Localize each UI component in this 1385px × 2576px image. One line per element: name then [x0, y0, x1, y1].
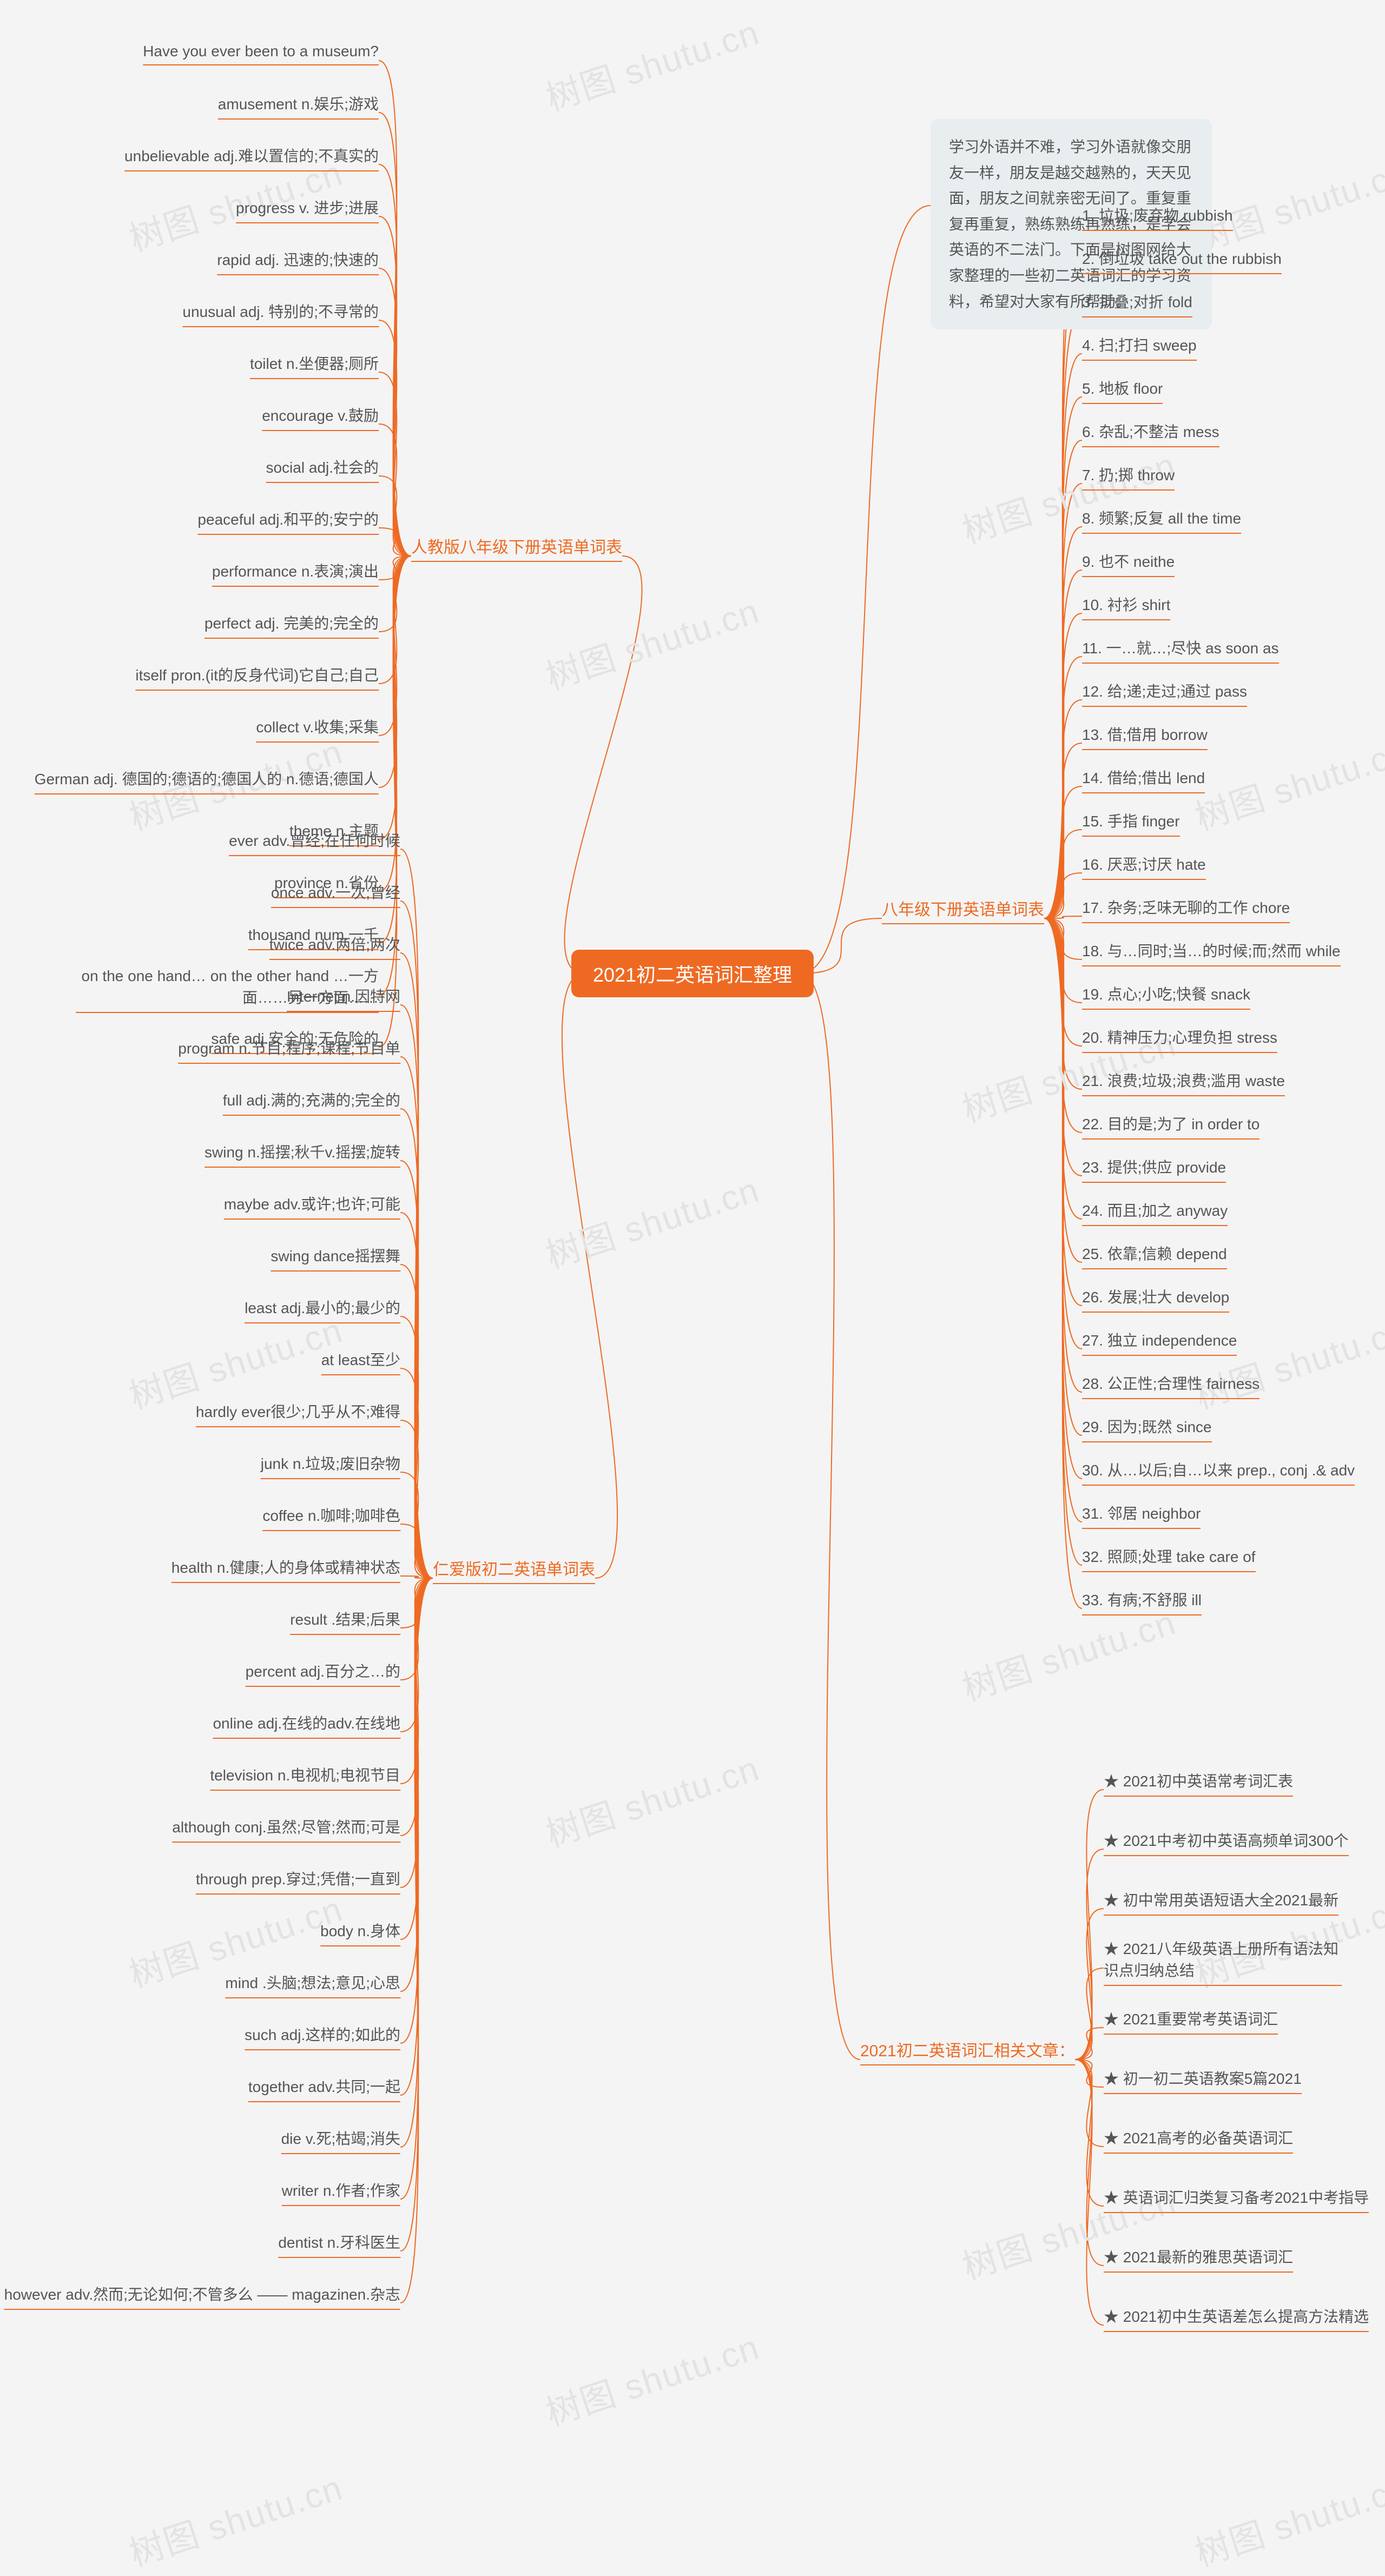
leaf-grade8-9: 10. 衬衫 shirt [1082, 591, 1170, 620]
leaf-grade8-7: 8. 频繁;反复 all the time [1082, 505, 1241, 534]
leaf-renai-10: at least至少 [321, 1346, 400, 1375]
leaf-related-9: ★ 2021初中生英语差怎么提高方法精选 [1104, 2303, 1369, 2332]
branch-renai: 仁爱版初二英语单词表 [433, 1553, 595, 1584]
leaf-grade8-3: 4. 扫;打扫 sweep [1082, 332, 1197, 361]
leaf-related-0: ★ 2021初中英语常考词汇表 [1104, 1767, 1293, 1797]
leaf-grade8-17: 18. 与…同时;当…的时候;而;然而 while [1082, 937, 1341, 966]
leaf-pep-14: German adj. 德国的;德语的;德国人的 n.德语;德国人 [35, 765, 379, 794]
leaf-related-5: ★ 初一初二英语教案5篇2021 [1104, 2065, 1302, 2094]
leaf-renai-8: swing dance摇摆舞 [271, 1242, 400, 1272]
mindmap-root: 2021初二英语词汇整理 [571, 950, 814, 997]
leaf-renai-14: health n.健康;人的身体或精神状态 [172, 1554, 400, 1583]
leaf-renai-21: body n.身体 [320, 1917, 400, 1946]
leaf-renai-26: writer n.作者;作家 [282, 2177, 400, 2206]
leaf-related-6: ★ 2021高考的必备英语词汇 [1104, 2124, 1293, 2154]
branch-pep: 人教版八年级下册英语单词表 [411, 531, 622, 562]
leaf-grade8-1: 2. 倒垃圾 take out the rubbish [1082, 245, 1282, 274]
leaf-renai-23: such adj.这样的;如此的 [245, 2021, 400, 2050]
leaf-renai-6: swing n.摇摆;秋千v.摇摆;旋转 [205, 1138, 400, 1168]
leaf-renai-15: result .结果;后果 [290, 1606, 400, 1635]
leaf-grade8-23: 24. 而且;加之 anyway [1082, 1197, 1228, 1226]
leaf-renai-25: die v.死;枯竭;消失 [281, 2125, 400, 2154]
leaf-related-3: ★ 2021八年级英语上册所有语法知识点归纳总结 [1104, 1935, 1342, 1986]
branch-related: 2021初二英语词汇相关文章： [860, 2034, 1075, 2065]
leaf-renai-4: program n.节目;程序;课程;节目单 [178, 1035, 400, 1064]
leaf-renai-0: ever adv.曾经;在任何时候 [229, 827, 400, 856]
leaf-pep-9: peaceful adj.和平的;安宁的 [197, 506, 379, 535]
leaf-renai-16: percent adj.百分之…的 [246, 1658, 400, 1687]
leaf-grade8-30: 31. 邻居 neighbor [1082, 1500, 1201, 1529]
leaf-pep-3: progress v. 进步;进展 [236, 194, 379, 223]
leaf-grade8-21: 22. 目的是;为了 in order to [1082, 1110, 1259, 1140]
leaf-pep-5: unusual adj. 特别的;不寻常的 [182, 298, 379, 327]
leaf-grade8-13: 14. 借给;借出 lend [1082, 764, 1205, 793]
leaf-renai-11: hardly ever很少;几乎从不;难得 [196, 1398, 400, 1427]
leaf-grade8-15: 16. 厌恶;讨厌 hate [1082, 851, 1206, 880]
leaf-grade8-26: 27. 独立 independence [1082, 1327, 1237, 1356]
leaf-renai-2: twice adv.两倍;两次 [269, 931, 400, 960]
leaf-grade8-16: 17. 杂务;乏味无聊的工作 chore [1082, 894, 1290, 923]
leaf-related-8: ★ 2021最新的雅思英语词汇 [1104, 2243, 1293, 2273]
leaf-renai-27: dentist n.牙科医生 [278, 2229, 400, 2258]
leaf-grade8-0: 1. 垃圾;废弃物 rubbish [1082, 202, 1233, 231]
leaf-pep-6: toilet n.坐便器;厕所 [250, 350, 379, 379]
leaf-pep-0: Have you ever been to a museum? [143, 41, 379, 65]
leaf-pep-2: unbelievable adj.难以置信的;不真实的 [124, 142, 379, 171]
leaf-renai-28: however adv.然而;无论如何;不管多么 —— magazinen.杂志 [4, 2281, 400, 2310]
leaf-renai-1: once adv.一次;曾经 [271, 879, 400, 908]
leaf-renai-5: full adj.满的;充满的;完全的 [223, 1087, 400, 1116]
leaf-renai-19: although conj.虽然;尽管;然而;可是 [172, 1813, 400, 1843]
leaf-grade8-28: 29. 因为;既然 since [1082, 1413, 1212, 1442]
leaf-renai-18: television n.电视机;电视节目 [210, 1762, 400, 1791]
leaf-grade8-5: 6. 杂乱;不整洁 mess [1082, 418, 1219, 447]
leaf-grade8-6: 7. 扔;掷 throw [1082, 461, 1175, 491]
leaf-related-7: ★ 英语词汇归类复习备考2021中考指导 [1104, 2184, 1369, 2213]
leaf-renai-7: maybe adv.或许;也许;可能 [224, 1190, 400, 1220]
leaf-grade8-10: 11. 一…就…;尽快 as soon as [1082, 634, 1279, 664]
leaf-renai-20: through prep.穿过;凭借;一直到 [196, 1865, 400, 1895]
leaf-grade8-31: 32. 照顾;处理 take care of [1082, 1543, 1256, 1572]
leaf-grade8-29: 30. 从…以后;自…以来 prep., conj .& adv [1082, 1456, 1355, 1486]
leaf-related-2: ★ 初中常用英语短语大全2021最新 [1104, 1886, 1338, 1916]
leaf-grade8-19: 20. 精神压力;心理负担 stress [1082, 1024, 1277, 1053]
leaf-renai-12: junk n.垃圾;废旧杂物 [261, 1450, 400, 1479]
branch-grade8: 八年级下册英语单词表 [882, 893, 1044, 924]
leaf-pep-10: performance n.表演;演出 [212, 558, 379, 587]
leaf-related-4: ★ 2021重要常考英语词汇 [1104, 2005, 1278, 2035]
leaf-pep-4: rapid adj. 迅速的;快速的 [217, 246, 379, 275]
leaf-renai-22: mind .头脑;想法;意见;心思 [225, 1969, 400, 1998]
leaf-renai-24: together adv.共同;一起 [248, 2073, 400, 2102]
leaf-grade8-20: 21. 浪费;垃圾;浪费;滥用 waste [1082, 1067, 1285, 1096]
leaf-grade8-12: 13. 借;借用 borrow [1082, 721, 1208, 750]
leaf-grade8-4: 5. 地板 floor [1082, 375, 1163, 404]
leaf-pep-12: itself pron.(it的反身代词)它自己;自己 [135, 661, 379, 691]
leaf-renai-9: least adj.最小的;最少的 [245, 1294, 400, 1323]
leaf-renai-17: online adj.在线的adv.在线地 [213, 1710, 400, 1739]
leaf-grade8-32: 33. 有病;不舒服 ill [1082, 1586, 1202, 1615]
leaf-renai-3: Internet n.因特网 [287, 983, 400, 1012]
leaf-grade8-25: 26. 发展;壮大 develop [1082, 1283, 1229, 1313]
leaf-related-1: ★ 2021中考初中英语高频单词300个 [1104, 1827, 1349, 1856]
leaf-grade8-24: 25. 依靠;信赖 depend [1082, 1240, 1227, 1269]
leaf-grade8-14: 15. 手指 finger [1082, 807, 1180, 837]
leaf-pep-8: social adj.社会的 [266, 454, 379, 483]
leaf-pep-1: amusement n.娱乐;游戏 [218, 90, 379, 120]
leaf-grade8-8: 9. 也不 neithe [1082, 548, 1175, 577]
leaf-grade8-11: 12. 给;递;走过;通过 pass [1082, 678, 1247, 707]
leaf-pep-7: encourage v.鼓励 [262, 402, 379, 431]
leaf-renai-13: coffee n.咖啡;咖啡色 [262, 1502, 400, 1531]
leaf-grade8-18: 19. 点心;小吃;快餐 snack [1082, 981, 1250, 1010]
leaf-grade8-27: 28. 公正性;合理性 fairness [1082, 1370, 1259, 1399]
leaf-grade8-2: 3. 折叠;对折 fold [1082, 288, 1192, 317]
leaf-pep-11: perfect adj. 完美的;完全的 [205, 610, 379, 639]
leaf-grade8-22: 23. 提供;供应 provide [1082, 1154, 1226, 1183]
leaf-pep-13: collect v.收集;采集 [256, 713, 379, 743]
